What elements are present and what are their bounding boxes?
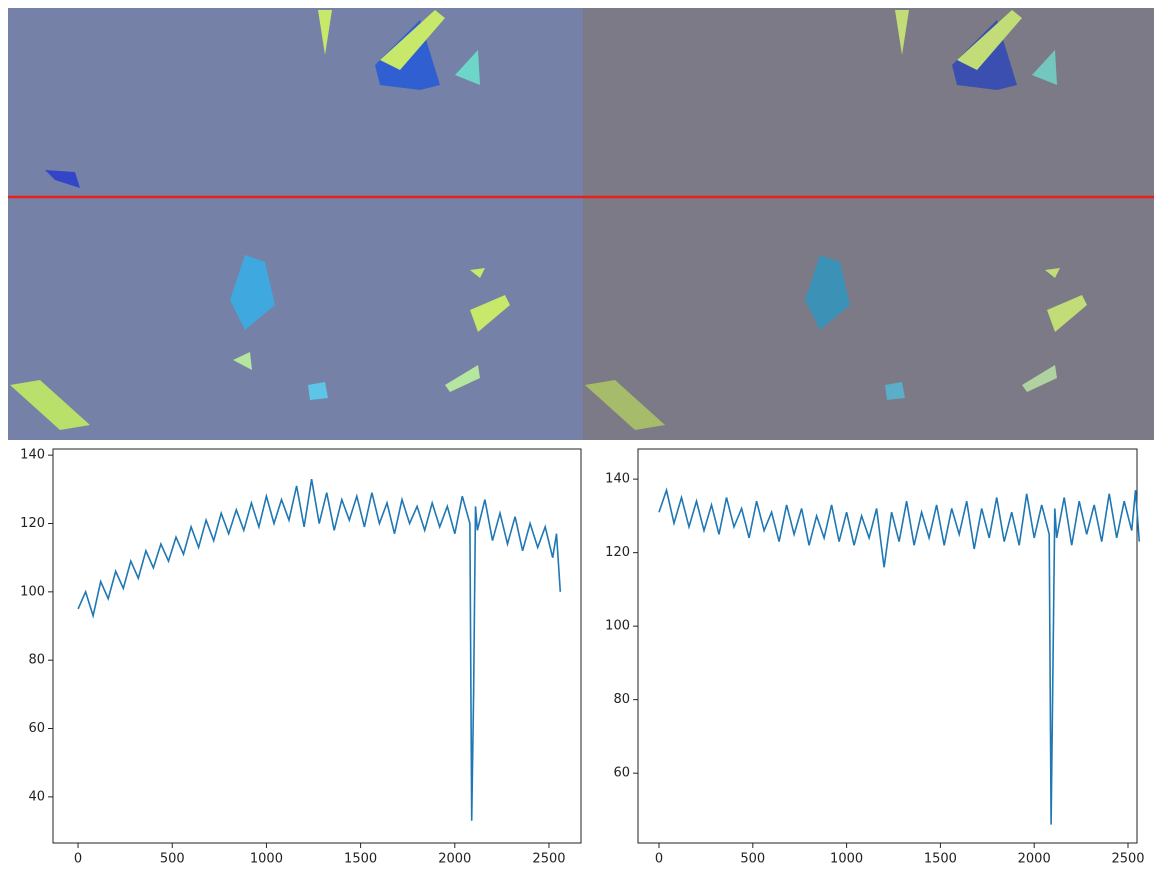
x-tick-label: 2500 [532,852,565,867]
x-tick-label: 1000 [250,852,283,867]
y-tick-label: 120 [20,516,45,531]
data-line [658,487,1141,825]
x-tick-label: 2000 [1018,852,1051,867]
y-tick-label: 140 [605,472,630,487]
x-tick-label: 0 [655,852,663,867]
x-tick-label: 500 [740,852,765,867]
y-tick-label: 80 [28,653,45,668]
image-right [583,8,1154,440]
y-tick-label: 80 [613,692,630,707]
microscope-images [8,8,1154,440]
x-tick-label: 0 [74,852,82,867]
x-tick-label: 2500 [1111,852,1144,867]
y-tick-label: 140 [20,448,45,463]
y-tick-label: 100 [20,584,45,599]
y-tick-label: 120 [605,545,630,560]
flakes-right [585,10,1087,430]
x-tick-label: 500 [160,852,185,867]
y-tick-label: 100 [605,619,630,634]
image-left [8,8,583,440]
x-tick-label: 1000 [830,852,863,867]
x-tick-label: 1500 [924,852,957,867]
x-tick-label: 1500 [344,852,377,867]
y-tick-label: 60 [28,721,45,736]
data-line [77,478,562,821]
x-tick-label: 2000 [438,852,471,867]
y-tick-label: 40 [28,789,45,804]
flakes-left [10,10,510,430]
y-tick-label: 60 [613,766,630,781]
